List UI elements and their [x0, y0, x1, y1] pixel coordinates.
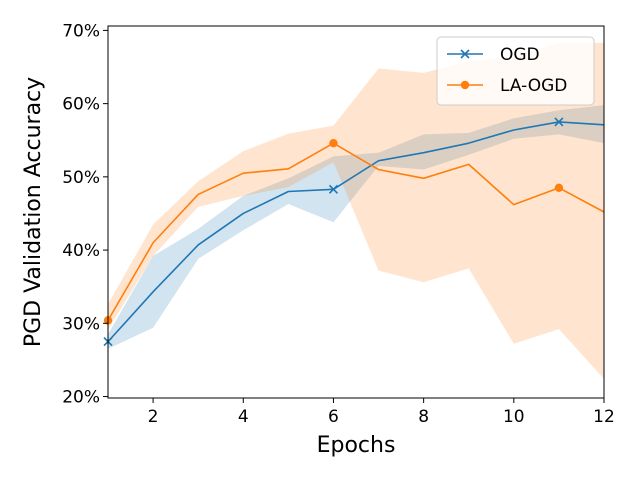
- series-lines: [107, 121, 605, 343]
- ogd-confidence-band: [108, 105, 604, 349]
- y-tick-label: 20%: [62, 388, 100, 408]
- plot-area-frame: [107, 25, 605, 399]
- series-markers: [103, 117, 564, 347]
- y-axis-label: PGD Validation Accuracy: [21, 77, 46, 347]
- la-ogd-series-line: [107, 142, 605, 321]
- x-tick-label: 10: [503, 407, 525, 427]
- ogd-point: [554, 117, 564, 127]
- y-tick-label: 70%: [62, 21, 100, 41]
- x-tick-label: 4: [238, 407, 249, 427]
- x-tick-label: 2: [148, 407, 159, 427]
- la-ogd-point: [329, 138, 338, 148]
- y-tick-label: 50%: [62, 168, 100, 188]
- ogd-legend-marker: [460, 49, 470, 59]
- ogd-legend-label: OGD: [500, 45, 540, 65]
- x-axis-ticks: 2 4 6 8 10 12: [148, 398, 615, 427]
- x-tick-label: 6: [328, 407, 339, 427]
- y-tick-label: 60%: [62, 95, 100, 115]
- legend: OGD LA-OGD: [436, 36, 595, 106]
- ogd-series-line: [107, 121, 605, 343]
- ogd-point: [328, 184, 339, 194]
- y-tick-label: 30%: [62, 314, 100, 334]
- y-axis-ticks: 20% 30% 40% 50% 60% 70%: [62, 21, 108, 408]
- x-tick-label: 8: [418, 407, 429, 427]
- y-tick-label: 40%: [62, 241, 100, 261]
- la-ogd-legend-label: LA-OGD: [500, 76, 567, 96]
- la-ogd-point: [554, 183, 564, 193]
- la-ogd-confidence-band: [108, 42, 604, 379]
- x-axis-label: Epochs: [317, 433, 396, 458]
- confidence-bands: [108, 42, 604, 379]
- x-tick-label: 12: [593, 407, 615, 427]
- la-ogd-legend-marker: [460, 80, 470, 90]
